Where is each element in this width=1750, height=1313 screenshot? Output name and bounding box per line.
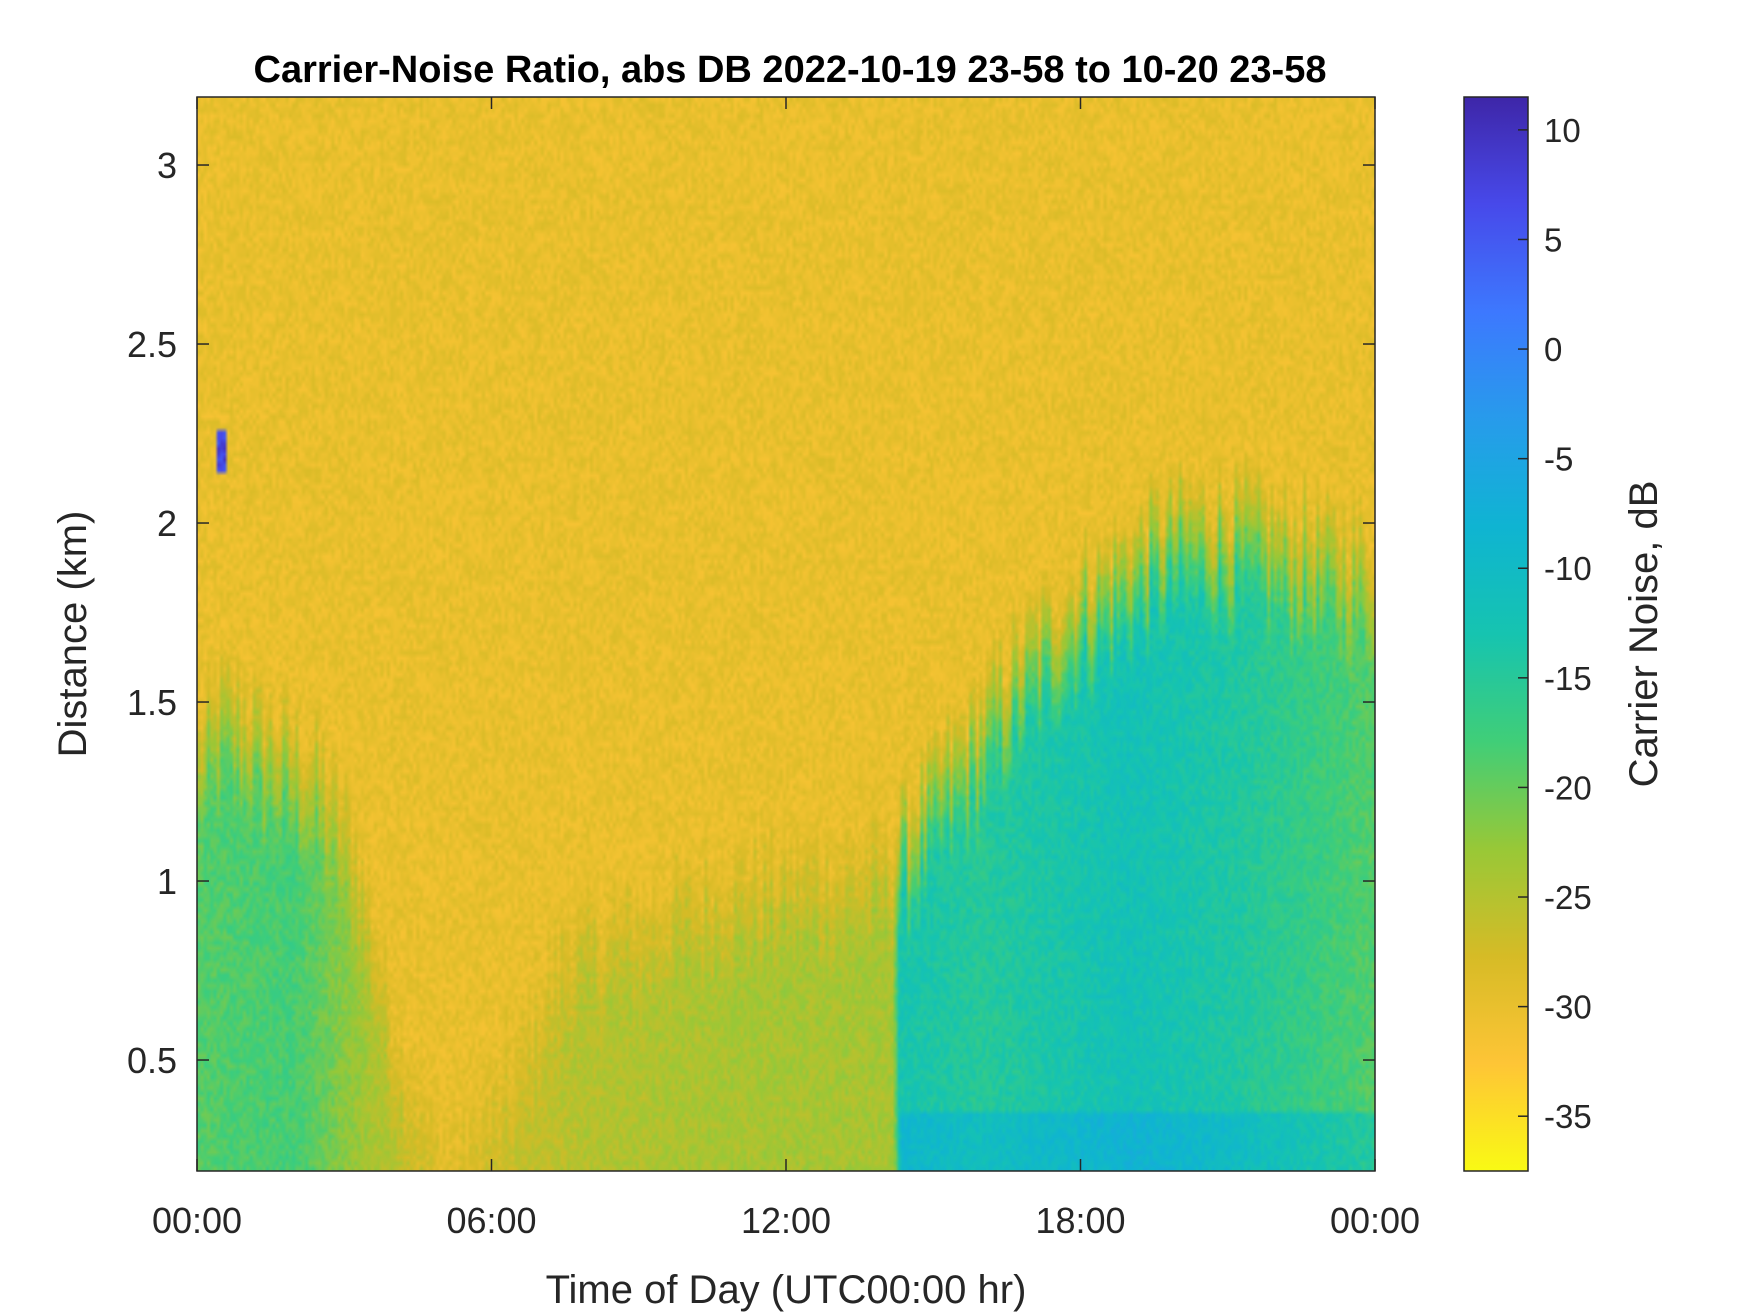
y-tick-label: 2.5 bbox=[127, 324, 177, 365]
colorbar-gradient bbox=[1464, 97, 1528, 1171]
y-tick-label: 3 bbox=[157, 145, 177, 186]
y-tick-label: 0.5 bbox=[127, 1040, 177, 1081]
colorbar-frame bbox=[1463, 96, 1529, 1172]
colorbar-tick-label: 5 bbox=[1544, 221, 1562, 258]
x-tick-label: 06:00 bbox=[446, 1200, 536, 1241]
colorbar-tick-label: 10 bbox=[1544, 112, 1581, 149]
colorbar-ticks: 10 5 0 -5 -10 -15 -20 -25 -30 -35 bbox=[1518, 112, 1592, 1135]
colorbar-tick-label: -5 bbox=[1544, 441, 1573, 478]
colorbar-tick-label: -15 bbox=[1544, 660, 1592, 697]
y-axis-label: Distance (km) bbox=[51, 511, 95, 758]
heatmap-image bbox=[197, 97, 1375, 1171]
x-tick-label: 18:00 bbox=[1035, 1200, 1125, 1241]
colorbar-tick-label: -30 bbox=[1544, 989, 1592, 1026]
y-tick-label: 2 bbox=[157, 503, 177, 544]
colorbar-tick-label: -20 bbox=[1544, 769, 1592, 806]
colorbar-tick-label: -35 bbox=[1544, 1098, 1592, 1135]
y-tick-label: 1.5 bbox=[127, 682, 177, 723]
chart-title: Carrier-Noise Ratio, abs DB 2022-10-19 2… bbox=[254, 49, 1327, 91]
y-axis-ticks: 0.5 1 1.5 2 2.5 3 bbox=[127, 145, 1375, 1081]
y-tick-label: 1 bbox=[157, 861, 177, 902]
colorbar: 10 5 0 -5 -10 -15 -20 -25 -30 -35 bbox=[1463, 96, 1592, 1172]
x-axis-label: Time of Day (UTC00:00 hr) bbox=[546, 1268, 1027, 1312]
colorbar-tick-label: -10 bbox=[1544, 550, 1592, 587]
colorbar-label: Carrier Noise, dB bbox=[1622, 481, 1666, 788]
x-axis-ticks: 00:00 06:00 12:00 18:00 00:00 bbox=[152, 97, 1420, 1241]
x-tick-label: 00:00 bbox=[152, 1200, 242, 1241]
colorbar-tick-label: 0 bbox=[1544, 331, 1562, 368]
x-tick-label: 00:00 bbox=[1330, 1200, 1420, 1241]
x-tick-label: 12:00 bbox=[741, 1200, 831, 1241]
plot-area bbox=[196, 96, 1376, 1172]
colorbar-tick-label: -25 bbox=[1544, 879, 1592, 916]
